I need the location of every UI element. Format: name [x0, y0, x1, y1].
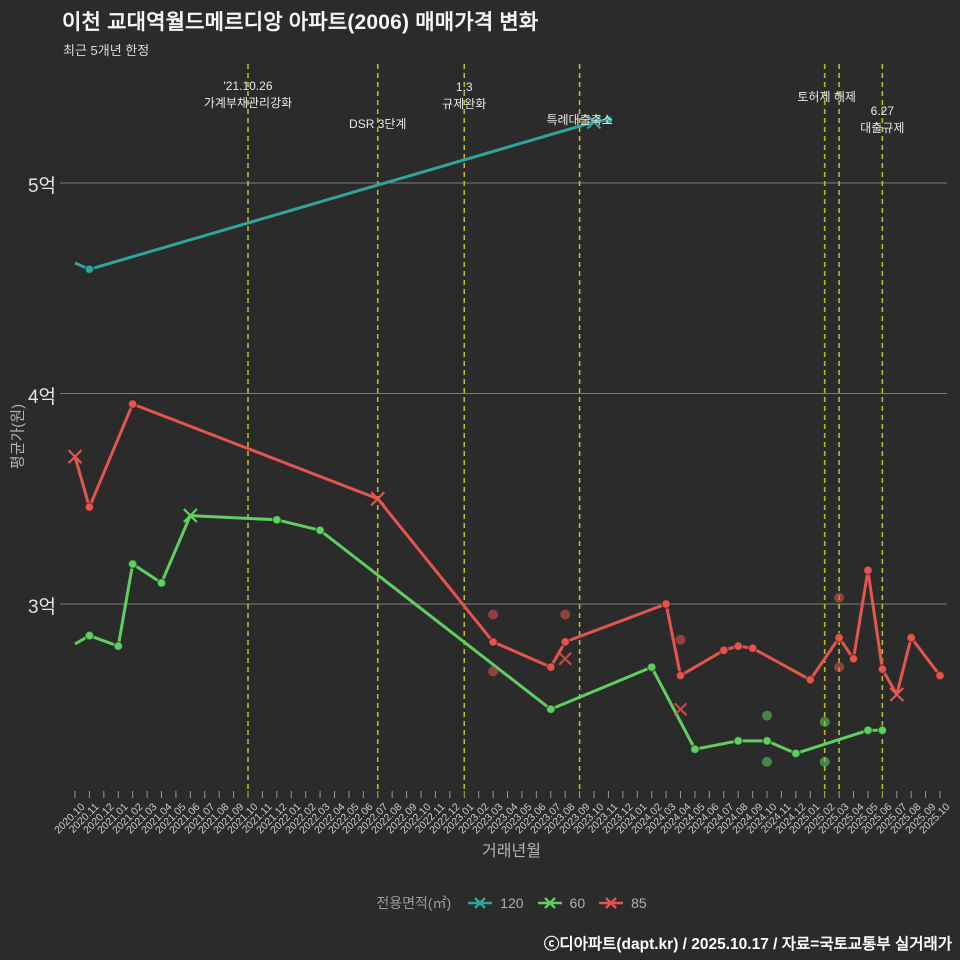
legend-marker-icon — [468, 897, 493, 909]
scatter-point — [560, 609, 571, 620]
y-tick-label: 5억 — [27, 176, 56, 197]
data-point — [834, 632, 845, 643]
x-marker — [183, 508, 198, 523]
event-label: DSR 3단계 — [283, 116, 473, 133]
data-point — [84, 630, 95, 641]
data-point — [545, 704, 556, 715]
scatter-point — [675, 634, 686, 645]
data-point — [661, 598, 672, 610]
data-point — [877, 725, 888, 736]
y-tick-label: 4억 — [27, 386, 56, 408]
data-point — [718, 645, 729, 656]
event-label-line: 6.27 — [870, 104, 895, 118]
x-axis-title: 거래년월 — [482, 843, 541, 860]
data-point — [127, 558, 138, 570]
scatter-point — [762, 756, 773, 767]
event-label: 특례대출축소 — [485, 112, 675, 129]
x-marker — [889, 687, 905, 702]
data-point — [848, 653, 859, 664]
event-label-line: DSR 3단계 — [349, 117, 407, 131]
event-label-line: '21.10.26 — [223, 79, 273, 93]
data-point — [127, 398, 138, 410]
data-point — [906, 632, 917, 643]
legend-marker-glyph — [599, 897, 624, 909]
legend-marker-icon — [599, 897, 624, 909]
data-point — [113, 641, 124, 652]
event-label-line: 대출규제 — [860, 121, 905, 135]
legend-item-60: 60 — [537, 895, 586, 911]
x-marker — [370, 491, 386, 507]
page-subtitle: 최근 5개년 한정 — [63, 43, 150, 58]
data-point — [315, 525, 326, 536]
data-point — [603, 114, 614, 125]
event-label: 토허제 해제 — [732, 89, 922, 106]
scatter-point — [762, 710, 773, 721]
data-point — [689, 744, 700, 755]
x-marker — [673, 702, 688, 717]
event-label-line: 가계부채관리강화 — [203, 96, 293, 110]
data-point — [790, 748, 801, 759]
data-point — [646, 662, 657, 673]
data-point — [675, 670, 686, 681]
legend-marker-icon — [537, 897, 562, 909]
scatter-point — [834, 592, 845, 603]
series-line-60 — [74, 514, 883, 755]
legend-marker-glyph — [537, 897, 562, 909]
series-line-85 — [73, 402, 942, 697]
legend-series-name: 60 — [569, 895, 586, 911]
page-title: 이천 교대역월드메르디앙 아파트(2006) 매매가격 변화 — [62, 11, 539, 34]
x-marker — [586, 114, 602, 130]
data-point — [733, 641, 744, 652]
y-tick-label: 3억 — [27, 597, 56, 618]
scatter-point — [488, 609, 499, 620]
event-label-line: 특례대출축소 — [546, 113, 613, 127]
legend-item-85: 85 — [598, 895, 647, 911]
data-point — [934, 670, 946, 681]
data-point — [84, 502, 95, 513]
data-point — [862, 565, 873, 576]
data-point — [805, 674, 816, 685]
data-point — [862, 725, 873, 736]
legend-series-name: 120 — [500, 895, 524, 911]
event-label: '21.10.26 가계부채관리강화 — [153, 78, 343, 112]
legend-series-name: 85 — [631, 895, 647, 911]
data-point — [560, 636, 571, 647]
event-label-line: 토허제 해제 — [797, 90, 856, 104]
legend-item-120: 120 — [467, 895, 524, 911]
legend-items: 120 60 85 — [467, 895, 647, 911]
credit-footer: ⓒ디아파트(dapt.kr) / 2025.10.17 / 자료=국토교통부 실… — [543, 936, 952, 953]
event-label-line: 1.3 — [455, 80, 473, 94]
data-point — [156, 577, 167, 589]
scatter-point — [819, 756, 830, 767]
legend-marker-glyph — [468, 897, 493, 909]
scatter-point — [488, 666, 499, 677]
data-point — [733, 735, 744, 746]
x-marker — [67, 449, 83, 464]
legend-caption: 전용면적(㎡) — [376, 895, 452, 911]
event-label-line: 규제완화 — [442, 97, 487, 111]
scatter-point — [834, 662, 845, 673]
x-marker — [558, 651, 572, 666]
data-point — [747, 643, 758, 654]
data-point — [761, 735, 773, 746]
chart-legend: 전용면적(㎡) 120 60 85 — [63, 893, 960, 913]
series-line-120 — [74, 118, 609, 271]
data-point — [545, 662, 556, 673]
scatter-point — [819, 716, 830, 727]
event-label: 6.27 대출규제 — [787, 103, 960, 137]
y-axis-title: 평균가(원) — [9, 403, 27, 470]
event-label: 1.3 규제완화 — [369, 79, 559, 113]
data-point — [488, 636, 499, 647]
data-point — [877, 664, 888, 675]
data-point — [84, 264, 95, 275]
data-point — [271, 514, 282, 525]
